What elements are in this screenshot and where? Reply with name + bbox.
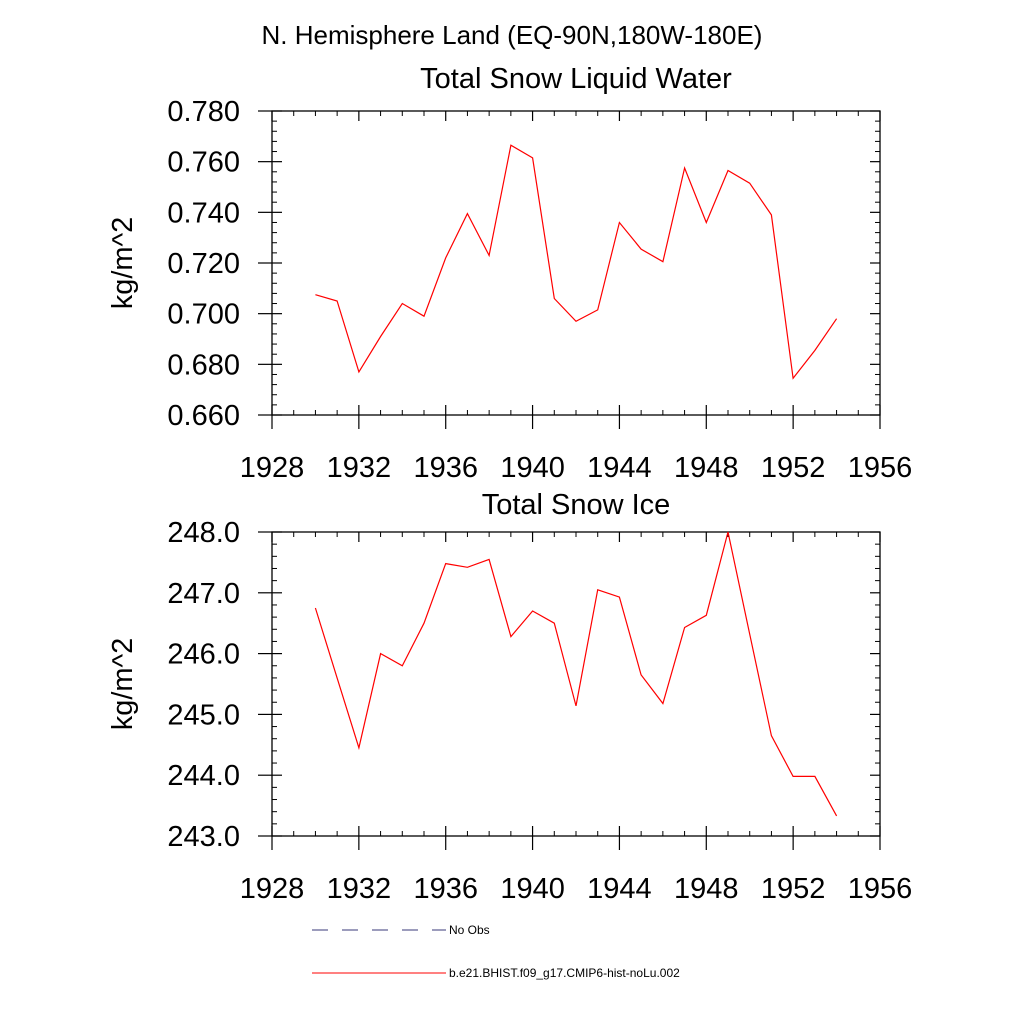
- x-tick-label: 1932: [327, 452, 392, 484]
- y-tick-label: 245.0: [167, 699, 240, 731]
- x-tick-label: 1928: [240, 873, 305, 905]
- y-tick-label: 0.740: [167, 197, 240, 229]
- legend-item: No Obs: [312, 923, 490, 937]
- y-tick-label: 243.0: [167, 821, 240, 853]
- x-tick-label: 1948: [674, 873, 739, 905]
- x-tick-label: 1932: [327, 873, 392, 905]
- y-tick-label: 0.780: [167, 96, 240, 128]
- x-tick-label: 1944: [587, 452, 652, 484]
- x-tick-label: 1956: [848, 452, 913, 484]
- y-axis-label: kg/m^2: [107, 638, 139, 731]
- y-axis-label: kg/m^2: [107, 217, 139, 310]
- x-tick-label: 1928: [240, 452, 305, 484]
- legend: No Obs b.e21.BHIST.f09_g17.CMIP6-hist-noL…: [312, 923, 680, 980]
- chart-panel-1: Total Snow Liquid Water kg/m^2 1928 1932 193…: [107, 63, 912, 484]
- series-line: [315, 144, 838, 380]
- chart-title: Total Snow Ice: [482, 489, 671, 521]
- chart-panels: Total Snow Liquid Water kg/m^2 1928 1932 193…: [107, 63, 912, 905]
- y-tick-label: 0.660: [167, 400, 240, 432]
- x-tick-label: 1940: [500, 873, 565, 905]
- x-tick-label: 1956: [848, 873, 913, 905]
- y-tick-label: 0.700: [167, 299, 240, 331]
- y-tick-label: 0.760: [167, 147, 240, 179]
- y-tick-label: 247.0: [167, 578, 240, 610]
- y-tick-label: 0.680: [167, 349, 240, 381]
- x-tick-label: 1952: [761, 452, 826, 484]
- chart-panel-2: Total Snow Ice kg/m^2 1928 1932 1936 1940 1944…: [107, 489, 912, 905]
- chart-title: Total Snow Liquid Water: [420, 63, 732, 95]
- legend-item: b.e21.BHIST.f09_g17.CMIP6-hist-noLu.002: [312, 966, 680, 980]
- y-tick-label: 0.720: [167, 248, 240, 280]
- x-tick-label: 1936: [413, 452, 478, 484]
- y-tick-label: 246.0: [167, 639, 240, 671]
- legend-label: b.e21.BHIST.f09_g17.CMIP6-hist-noLu.002: [449, 966, 680, 980]
- x-tick-label: 1944: [587, 873, 652, 905]
- x-tick-label: 1940: [500, 452, 565, 484]
- x-tick-label: 1952: [761, 873, 826, 905]
- plot-frame: [271, 531, 881, 837]
- plot-frame: [271, 110, 881, 416]
- x-tick-label: 1936: [413, 873, 478, 905]
- series-line: [314, 531, 838, 817]
- y-tick-label: 244.0: [167, 760, 240, 792]
- y-tick-label: 248.0: [167, 517, 240, 549]
- figure-main-title: N. Hemisphere Land (EQ-90N,180W-180E): [262, 20, 763, 50]
- legend-label: No Obs: [449, 923, 490, 937]
- x-tick-label: 1948: [674, 452, 739, 484]
